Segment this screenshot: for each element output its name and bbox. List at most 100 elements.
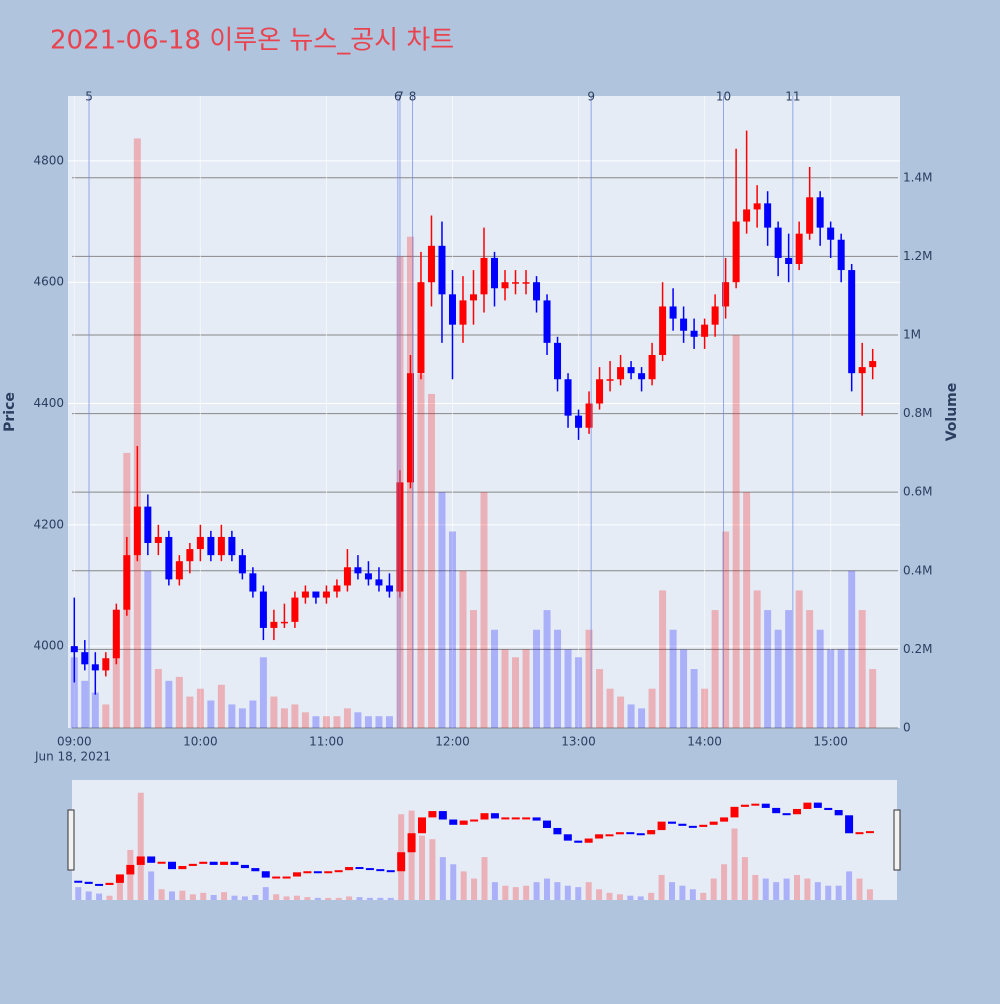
candle-body [165,536,173,580]
candle-body [228,536,236,556]
mini-candle [574,840,583,843]
mini-candle [845,815,854,834]
y2-axis-title: Volume [944,383,960,442]
candle-body [522,282,530,284]
volume-bar [427,393,435,728]
mini-volume-bar [585,882,592,900]
mini-candle [157,861,166,864]
volume-bar [375,716,383,728]
candle-body [554,342,562,380]
mini-candle [532,817,541,821]
volume-bar [154,669,162,728]
mini-candle [865,831,874,834]
volume-bar [270,696,278,728]
volume-bar [764,610,772,728]
mini-volume-bar [689,889,696,900]
mini-candle [147,856,156,863]
candle-body [669,306,677,319]
candle-body [596,379,604,404]
mini-volume-bar [356,897,363,900]
mini-candle [449,819,458,825]
mini-candle [720,817,729,822]
mini-volume-bar [783,878,790,900]
mini-candle [178,865,187,870]
candle-body [764,203,772,228]
mini-candle [84,881,93,884]
mini-volume-bar [148,871,155,900]
mini-volume-bar [273,894,280,900]
mini-volume-bar [335,897,342,900]
mini-volume-bar [366,897,373,900]
volume-bar [343,708,351,728]
mini-volume-bar [346,896,353,900]
candle-body [533,282,541,301]
volume-bar [112,629,120,728]
volume-bar [522,649,530,728]
candle-body [806,197,814,234]
mini-candle [824,807,833,811]
mini-candle [740,804,749,807]
volume-bar [312,716,320,728]
news-label: 8 [409,90,417,104]
mini-candle [438,811,447,820]
mini-volume-bar [679,885,686,900]
mini-volume-bar [814,882,821,900]
mini-volume-bar [804,878,811,900]
mini-candle [303,871,312,874]
mini-volume-bar [554,882,561,900]
mini-candle [126,864,135,875]
slider-handle[interactable] [67,809,75,871]
mini-candle [199,861,208,864]
mini-volume-bar [210,894,217,900]
mini-candle [105,882,114,885]
y2-tick-label: 0.2M [903,642,932,656]
candle-body [795,233,803,265]
volume-bar [512,657,520,728]
mini-volume-bar [471,878,478,900]
range-slider[interactable] [72,780,897,900]
candle-body [491,257,499,289]
mini-volume-bar [241,896,248,900]
slider-handle[interactable] [893,809,901,871]
candle-body [270,621,278,628]
candle-body [827,227,835,240]
mini-volume-bar [523,885,530,900]
candle-body [70,646,78,653]
mini-volume-bar [200,892,207,900]
volume-bar [806,610,814,728]
news-label: 6 [394,90,402,104]
volume-bar [711,610,719,728]
candle-body [512,282,520,284]
mini-candle [855,832,864,835]
mini-candle [115,874,124,883]
volume-bar [217,684,225,728]
y-tick-label: 4000 [33,639,64,653]
volume-bar [543,610,551,728]
mini-volume-bar [304,897,311,900]
volume-bar [291,704,299,728]
mini-volume-bar [221,892,228,900]
mini-candle [136,856,145,865]
volume-bar [680,649,688,728]
mini-volume-bar [648,892,655,900]
y-tick-label: 4200 [33,517,64,531]
mini-candle [751,803,760,806]
mini-candle [313,871,322,874]
volume-bar [144,570,152,728]
volume-bar [869,669,877,728]
candle-body [354,567,362,574]
y-tick-label: 4800 [33,153,64,167]
candle-body [175,561,183,580]
mini-candle [668,821,676,824]
volume-bar [848,570,856,728]
volume-bar [364,716,372,728]
mini-volume-bar [825,885,832,900]
mini-volume-bar [283,896,290,900]
mini-volume-bar [752,874,759,900]
x-date-label: Jun 18, 2021 [34,750,111,764]
mini-candle [626,832,635,835]
candle-body [249,573,257,592]
volume-bar [385,716,393,728]
mini-volume-bar [846,871,853,900]
